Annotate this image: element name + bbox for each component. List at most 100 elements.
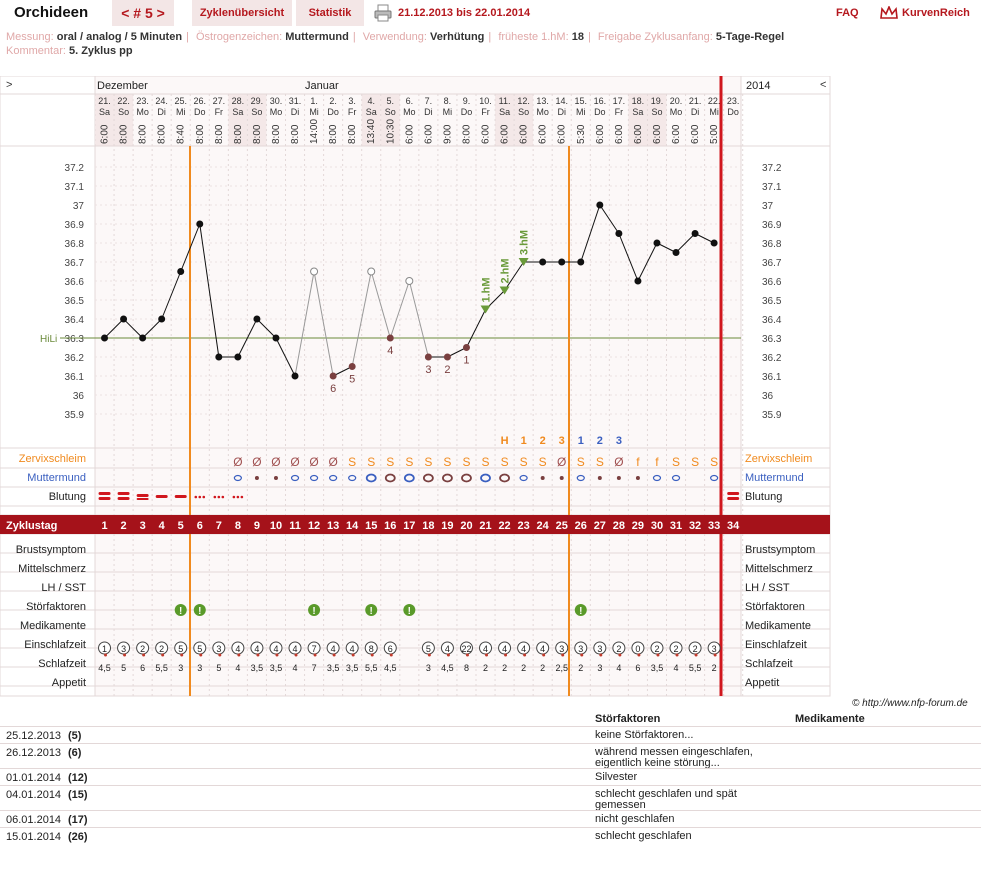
cervix-mucus: Ø: [233, 455, 242, 469]
measure-time: 8:00: [347, 124, 358, 144]
hm-marker: [480, 305, 491, 314]
temp-point: [101, 334, 109, 342]
temp-point: [139, 334, 147, 342]
hm-label: 3.hM: [519, 230, 531, 255]
brand-logo[interactable]: KurvenReich: [880, 0, 970, 26]
day-date: 3.: [348, 96, 356, 106]
day-weekday: Do: [594, 107, 606, 117]
cervix-mucus: S: [691, 455, 699, 469]
disturbance-mark: !: [579, 606, 582, 617]
day-date: 30.: [270, 96, 283, 106]
day-date: 17.: [613, 96, 626, 106]
sleep-onset-value: 2: [159, 644, 164, 654]
cervix-mucus: S: [596, 455, 604, 469]
day-weekday: Di: [691, 107, 700, 117]
temp-point: [348, 363, 356, 370]
temp-line-segment: [694, 233, 715, 244]
bleeding-spot: [217, 495, 221, 499]
temp-point: [558, 258, 566, 266]
day-date: 27.: [213, 96, 226, 106]
weekend-shade: [495, 94, 515, 146]
temp-line-segment: [237, 318, 258, 358]
cervix-mucus: Ø: [271, 455, 280, 469]
y-tick-label-right: 36.5: [762, 296, 782, 307]
bleeding-mark: [98, 492, 111, 495]
day-weekday: Sa: [232, 107, 243, 117]
month-label: Dezember: [97, 80, 148, 92]
sleep-duration: 4: [674, 663, 679, 673]
nav-prev-button[interactable]: >: [6, 79, 12, 91]
sleep-onset-value: 3: [712, 644, 717, 654]
temp-line-segment: [104, 318, 124, 339]
hm-label: 1.hM: [481, 277, 493, 302]
sleep-duration: 4: [616, 663, 621, 673]
cervix-position: [519, 474, 528, 482]
weekend-shade: [114, 94, 134, 146]
left-label-panel: [0, 76, 96, 697]
sleep-onset-value: 2: [693, 644, 698, 654]
sleep-onset-value: 4: [235, 644, 240, 654]
cervix-mucus: Ø: [614, 455, 623, 469]
note-text: nicht geschlafen: [595, 813, 675, 825]
cycle-day-number: 34: [727, 520, 740, 532]
notes-header-medikamente: Medikamente: [795, 713, 865, 725]
stoer-label-right: Störfaktoren: [745, 601, 805, 613]
day-date: 11.: [499, 96, 511, 106]
sleep-onset-value: 22: [461, 644, 471, 654]
print-icon[interactable]: [374, 4, 392, 22]
einschlaf-label-right: Einschlafzeit: [745, 639, 807, 651]
tab-statistics[interactable]: Statistik: [296, 0, 364, 26]
sleep-onset-value: 1: [102, 644, 107, 654]
tab-cycle-overview[interactable]: Zyklenübersicht: [192, 0, 292, 26]
temp-point: [329, 372, 337, 380]
year-label: 2014: [746, 80, 770, 92]
bleeding-mark: [174, 495, 187, 498]
day-weekday: Mi: [576, 107, 586, 117]
y-tick-label-right: 36.9: [762, 220, 782, 231]
temp-point: [596, 201, 604, 209]
cycle-day-number: 9: [254, 520, 260, 532]
temp-point: [386, 334, 394, 342]
sleep-onset-dot: [713, 653, 717, 657]
temp-line-segment: [351, 271, 372, 367]
sleep-duration: 5: [216, 663, 221, 673]
sleep-duration: 3: [197, 663, 202, 673]
sleep-onset-dot: [370, 653, 374, 657]
day-date: 19.: [651, 96, 664, 106]
y-tick-label-left: 36.4: [65, 315, 85, 326]
bleeding-spot: [232, 495, 236, 499]
temp-line-segment: [313, 271, 334, 377]
temp-point-excluded: [310, 267, 319, 276]
temp-line-segment: [618, 233, 639, 282]
nav-next-button[interactable]: <: [820, 79, 826, 91]
temp-line-segment: [180, 223, 201, 272]
measure-time: 6:00: [481, 124, 492, 144]
sleep-onset-value: 2: [140, 644, 145, 654]
cycle-navigator[interactable]: < # 5 >: [112, 0, 174, 26]
sleep-onset-dot: [199, 653, 203, 657]
sleep-onset-value: 0: [635, 644, 640, 654]
cervix-position: [480, 473, 491, 483]
note-text: schlecht geschlafen und spät gemessen: [595, 788, 737, 811]
oestrogen-label: Östrogenzeichen:: [195, 31, 283, 43]
cycle-day-number: 11: [289, 520, 301, 532]
temp-line-segment: [599, 204, 620, 234]
bleeding-spot: [194, 495, 198, 499]
day-weekday: Mi: [443, 107, 453, 117]
bleeding-spot: [221, 495, 225, 499]
cycle-day-number: 18: [422, 520, 434, 532]
einschlaf-label-left: Einschlafzeit: [24, 639, 86, 651]
disturbance-icon: [308, 604, 321, 616]
date-range: 21.12.2013 bis 22.01.2014: [398, 7, 531, 19]
copyright: © http://www.nfp-forum.de: [852, 698, 968, 709]
measure-time: 6:00: [557, 124, 568, 144]
note-text: schlecht geschlafen: [595, 830, 692, 842]
day-weekday: So: [251, 107, 262, 117]
faq-link[interactable]: FAQ: [836, 7, 859, 19]
bleeding-mark: [136, 498, 149, 500]
day-weekday: Mo: [670, 107, 683, 117]
note-row: 01.01.2014 (12) Silvester: [0, 768, 981, 784]
note-text: während messen eingeschlafen, eigentlich…: [595, 746, 753, 769]
sleep-onset-dot: [580, 653, 584, 657]
day-date: 13.: [536, 96, 549, 106]
